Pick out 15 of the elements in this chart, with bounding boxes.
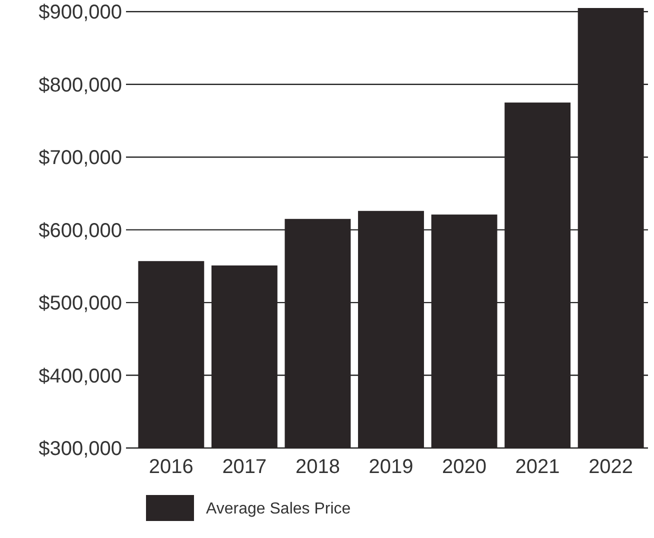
y-tick-label: $800,000 <box>38 74 122 96</box>
y-tick-label: $900,000 <box>38 2 122 24</box>
y-tick-label: $700,000 <box>38 147 122 170</box>
x-tick-label: 2016 <box>148 456 194 478</box>
legend-label: Average Sales Price <box>206 500 351 518</box>
x-tick-label: 2020 <box>442 456 487 478</box>
x-tick-label: 2021 <box>515 456 560 478</box>
y-tick-label: $500,000 <box>38 292 122 315</box>
y-tick-label: $400,000 <box>38 365 122 388</box>
x-tick-label: 2022 <box>588 456 634 478</box>
y-tick-label: $600,000 <box>38 220 122 242</box>
x-tick-label: 2019 <box>368 456 414 478</box>
y-tick-label: $300,000 <box>38 438 122 460</box>
x-tick-label: 2017 <box>222 456 267 478</box>
x-tick-label: 2018 <box>295 456 340 478</box>
